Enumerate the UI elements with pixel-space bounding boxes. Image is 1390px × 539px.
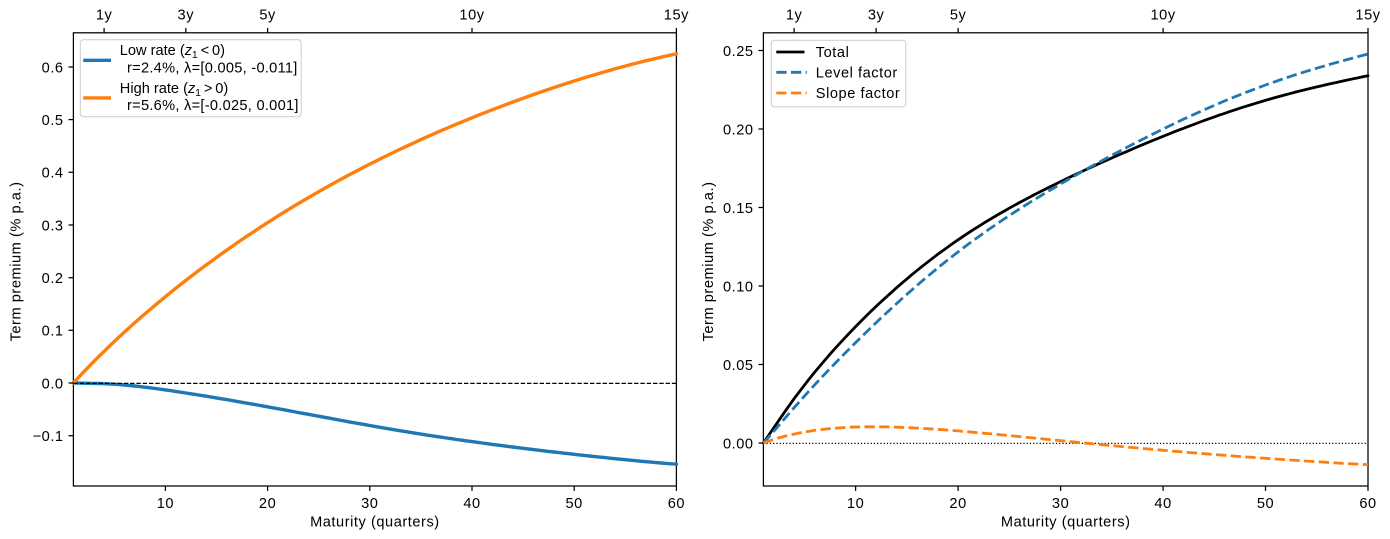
svg-text:Term premium (% p.a.): Term premium (% p.a.) — [701, 182, 717, 342]
svg-text:Term premium (% p.a.): Term premium (% p.a.) — [8, 182, 24, 342]
svg-text:0.5: 0.5 — [42, 113, 64, 129]
svg-text:3y: 3y — [868, 7, 885, 23]
svg-text:0.3: 0.3 — [42, 218, 64, 234]
svg-text:5y: 5y — [259, 7, 276, 23]
svg-text:0.05: 0.05 — [723, 358, 754, 374]
svg-text:1y: 1y — [96, 7, 113, 23]
svg-text:Slope factor: Slope factor — [816, 86, 900, 102]
svg-text:0.2: 0.2 — [42, 271, 64, 287]
svg-text:30: 30 — [361, 496, 378, 512]
svg-text:10y: 10y — [1151, 7, 1176, 23]
svg-text:20: 20 — [949, 496, 966, 512]
svg-text:15y: 15y — [1355, 7, 1380, 23]
svg-text:Maturity (quarters): Maturity (quarters) — [1001, 514, 1131, 530]
svg-text:−0.1: −0.1 — [33, 429, 64, 445]
svg-text:0.25: 0.25 — [723, 44, 754, 60]
svg-text:50: 50 — [566, 496, 583, 512]
svg-text:20: 20 — [259, 496, 276, 512]
svg-text:15y: 15y — [664, 7, 689, 23]
svg-text:Level factor: Level factor — [816, 65, 898, 81]
svg-text:10: 10 — [157, 496, 174, 512]
svg-text:10: 10 — [847, 496, 864, 512]
svg-text:0.4: 0.4 — [42, 166, 64, 182]
svg-text:40: 40 — [463, 496, 480, 512]
svg-text:0.1: 0.1 — [42, 324, 64, 340]
svg-text:0.00: 0.00 — [723, 436, 754, 452]
svg-text:0.15: 0.15 — [723, 201, 754, 217]
svg-text:40: 40 — [1154, 496, 1171, 512]
svg-text:10y: 10y — [459, 7, 484, 23]
svg-text:0.0: 0.0 — [42, 376, 64, 392]
svg-text:Maturity (quarters): Maturity (quarters) — [310, 514, 440, 530]
svg-text:0.10: 0.10 — [723, 279, 754, 295]
svg-text:50: 50 — [1257, 496, 1274, 512]
svg-text:r=2.4%, λ=[0.005, -0.011]: r=2.4%, λ=[0.005, -0.011] — [127, 60, 298, 76]
svg-text:Low rate (z1 < 0): Low rate (z1 < 0) — [120, 43, 225, 61]
svg-text:60: 60 — [1359, 496, 1376, 512]
svg-text:5y: 5y — [950, 7, 967, 23]
svg-text:0.6: 0.6 — [42, 60, 64, 76]
svg-text:30: 30 — [1052, 496, 1069, 512]
svg-text:60: 60 — [668, 496, 685, 512]
svg-text:1y: 1y — [786, 7, 803, 23]
svg-text:0.20: 0.20 — [723, 122, 754, 138]
svg-text:Total: Total — [816, 45, 850, 61]
svg-text:High rate (z1 > 0): High rate (z1 > 0) — [120, 81, 228, 99]
svg-text:3y: 3y — [178, 7, 195, 23]
svg-text:r=5.6%, λ=[-0.025, 0.001]: r=5.6%, λ=[-0.025, 0.001] — [127, 98, 299, 114]
